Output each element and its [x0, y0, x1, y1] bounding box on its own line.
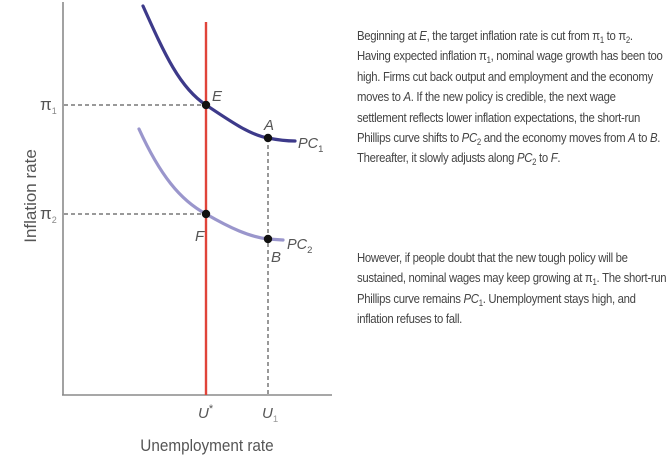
- caption-paragraph-credible-policy: Beginning at E, the target inflation rat…: [357, 28, 663, 168]
- caption-paragraph-doubtful-policy: However, if people doubt that the new to…: [357, 250, 667, 327]
- x-axis-title: Unemployment rate: [140, 436, 273, 455]
- point-f-marker: [201, 209, 211, 219]
- point-b-label: B: [271, 249, 281, 266]
- pc2-label: PC2: [287, 237, 312, 256]
- pc1-curve: [141, 4, 297, 143]
- point-a-label: A: [263, 117, 274, 134]
- point-a-marker: [263, 133, 273, 143]
- pc2-curve: [137, 127, 285, 242]
- pc1-label: PC1: [298, 136, 323, 155]
- pi2-tick-label: π2: [40, 204, 57, 225]
- u1-tick-label: U1: [262, 405, 278, 425]
- point-f-label: F: [195, 228, 205, 245]
- point-b-marker: [263, 234, 273, 244]
- pi1-tick-label: π1: [40, 95, 57, 116]
- point-e-marker: [201, 100, 211, 110]
- ustar-tick-label: U*: [198, 403, 214, 422]
- phillips-curve-diagram: E A F B PC1 PC2 π1 π2 U* U1 Inflation ra…: [21, 2, 332, 455]
- y-axis-title: Inflation rate: [21, 149, 40, 243]
- point-e-label: E: [212, 88, 223, 105]
